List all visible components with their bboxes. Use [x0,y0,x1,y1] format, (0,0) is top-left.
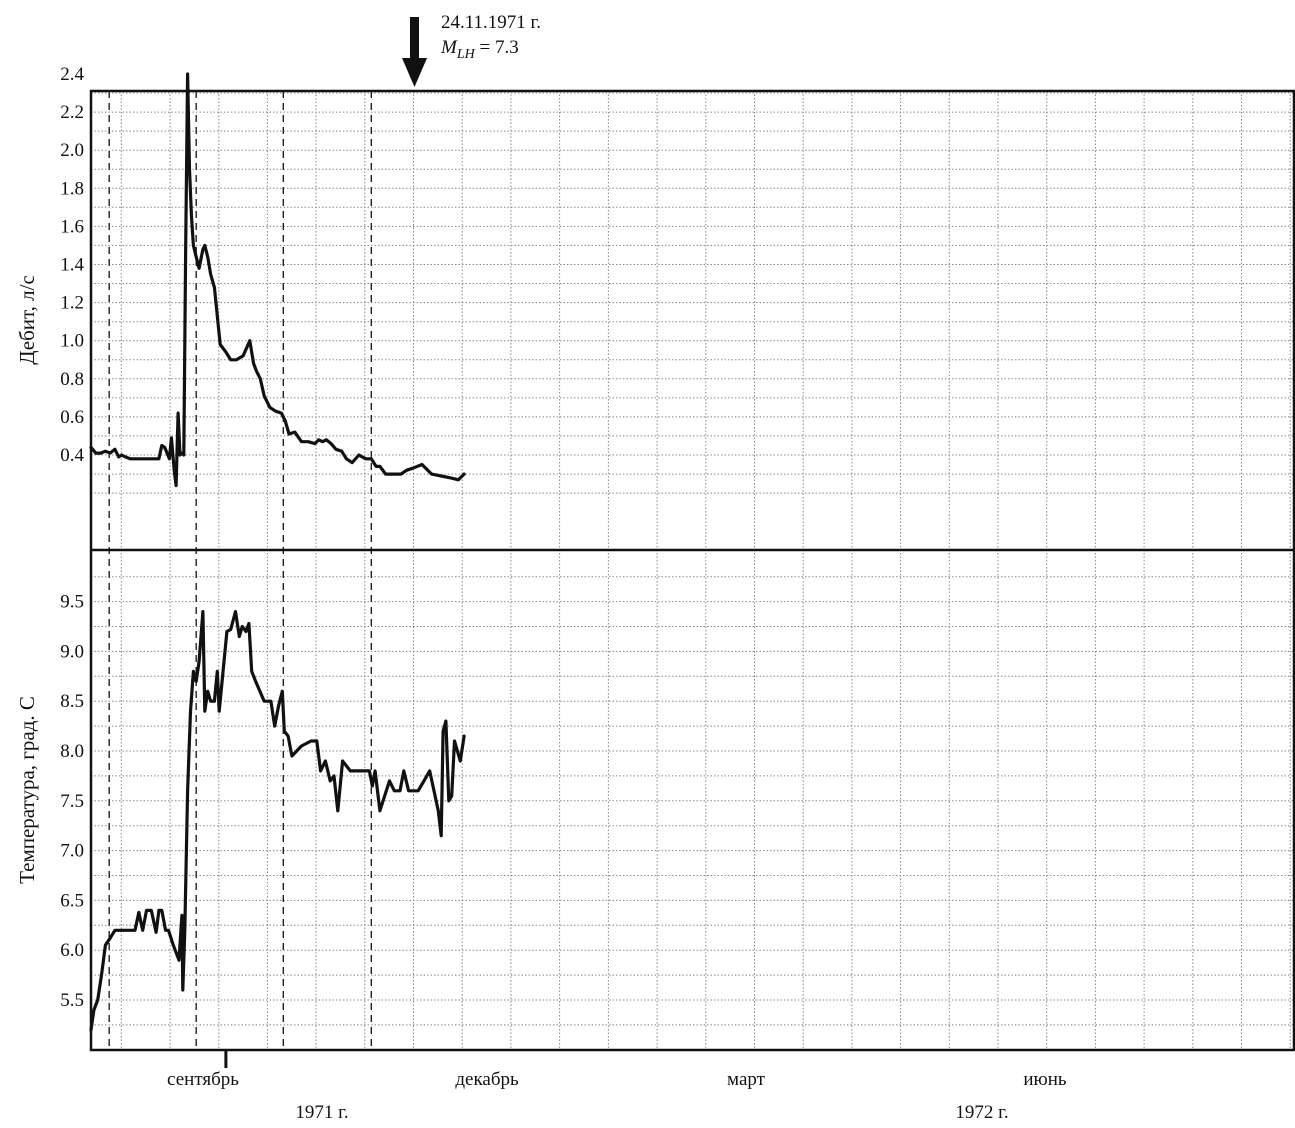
event-date: 24.11.1971 г. [441,12,541,33]
y-axis-title-temperature: Температура, град. С [15,696,39,884]
y-tick-label-flow: 1.4 [60,255,84,276]
plot-frame [89,89,1295,1052]
month-label-september: сентябрь [167,1069,239,1090]
y-tick-label-temperature: 9.0 [60,641,84,662]
y-tick-label-temperature: 7.5 [60,791,84,812]
y-tick-label-temperature: 5.5 [60,990,84,1011]
y-tick-label-temperature: 9.5 [60,592,84,613]
year-label-1971: 1971 г. [295,1102,348,1123]
y-axis-title-flow: Дебит, л/с [15,275,39,365]
y-tick-label-flow: 2.4 [60,64,84,85]
y-tick-label-flow: 1.6 [60,216,84,237]
y-tick-label-temperature: 7.0 [60,841,84,862]
temperature-series-line [89,609,466,1032]
event-arrow-shaft [410,17,419,63]
y-tick-label-flow: 1.8 [60,178,84,199]
event-magnitude: MLH = 7.3 [440,37,519,62]
month-label-june: июнь [1023,1069,1067,1090]
y-tick-label-temperature: 6.0 [60,940,84,961]
y-tick-label-flow: 0.6 [60,407,84,428]
event-annotation: 24.11.1971 г. MLH = 7.3 [402,12,541,87]
y-tick-label-flow: 2.0 [60,140,84,161]
month-label-december: декабрь [455,1069,519,1090]
year-label-1972: 1972 г. [955,1102,1008,1123]
y-tick-label-temperature: 8.5 [60,691,84,712]
month-label-march: март [727,1069,766,1090]
y-tick-label-temperature: 8.0 [60,741,84,762]
y-tick-label-temperature: 6.5 [60,890,84,911]
y-tick-label-flow: 2.2 [60,102,84,123]
flow-rate-series-line [89,72,466,488]
magnitude-subscript: LH [456,47,476,62]
magnitude-value: = 7.3 [475,37,519,58]
y-tick-label-flow: 0.8 [60,369,84,390]
magnitude-symbol: M [440,37,458,58]
y-tick-label-flow: 0.4 [60,445,84,466]
y-tick-label-flow: 1.2 [60,293,84,314]
event-arrow-head [402,58,427,87]
y-tick-label-flow: 1.0 [60,331,84,352]
